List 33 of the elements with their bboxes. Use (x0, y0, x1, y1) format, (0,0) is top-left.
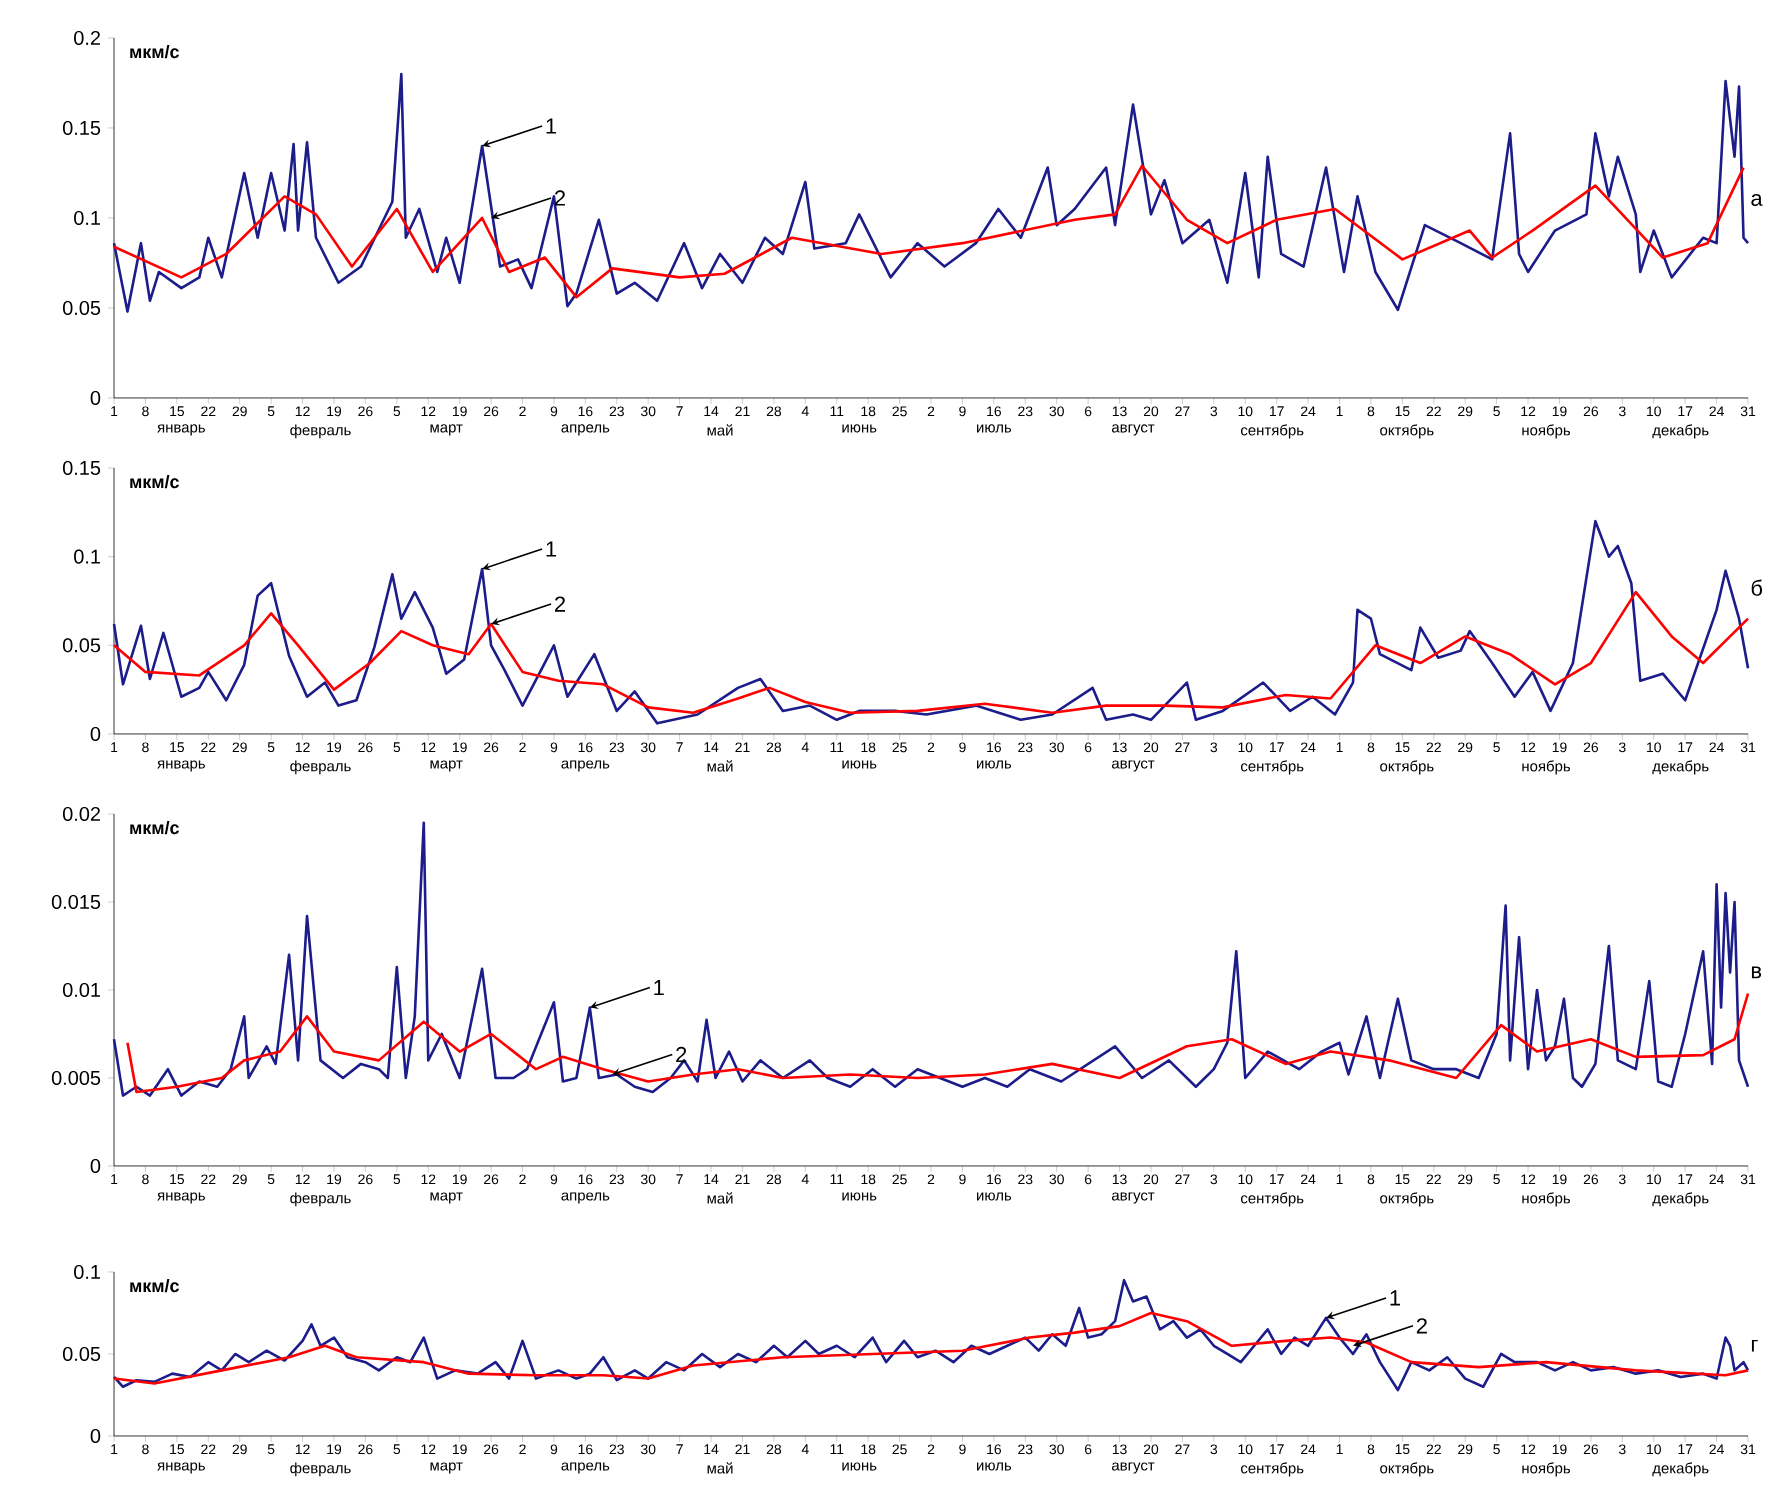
y-tick-label: 0.02 (62, 806, 100, 822)
y-tick-label: 0 (90, 1428, 101, 1444)
y-tick-label: 0.1 (74, 549, 101, 564)
y-tick-label: 0.05 (62, 638, 101, 653)
y-tick-label: 0.05 (62, 300, 101, 316)
annotation: 2 (554, 190, 565, 206)
annotation: 2 (554, 596, 565, 612)
annotation: 1 (1390, 1290, 1400, 1306)
y-tick-label: 0.1 (74, 1264, 101, 1280)
y-tick-label: 0.2 (74, 30, 100, 46)
y-tick-label: 0.005 (51, 1070, 101, 1086)
y-axis-title: мкм/с (130, 475, 179, 489)
annotation: 1 (546, 541, 557, 557)
text: б (1751, 579, 1763, 596)
y-axis-title: мкм/с (130, 1279, 179, 1293)
y-tick-label: 0 (90, 1158, 101, 1174)
annotation: 1 (654, 980, 664, 996)
y-tick-label: 0.01 (62, 982, 101, 998)
y-tick-label: 0 (90, 390, 101, 406)
y-tick-label: 0.05 (62, 1346, 101, 1362)
annotation: 2 (1416, 1318, 1427, 1334)
annotation: 1 (546, 118, 557, 134)
text: а (1751, 193, 1763, 206)
y-tick-label: 0.15 (62, 120, 101, 136)
y-tick-label: 0 (90, 726, 101, 742)
annotation: 2 (676, 1046, 687, 1063)
y-axis-title: мкм/с (130, 45, 179, 59)
y-tick-label: 0.15 (62, 460, 101, 476)
y-tick-label: 0.1 (74, 210, 101, 226)
text: г (1751, 1340, 1758, 1352)
y-tick-label: 0.015 (51, 894, 101, 910)
y-axis-title: мкм/с (130, 821, 179, 835)
text: в (1751, 966, 1762, 979)
